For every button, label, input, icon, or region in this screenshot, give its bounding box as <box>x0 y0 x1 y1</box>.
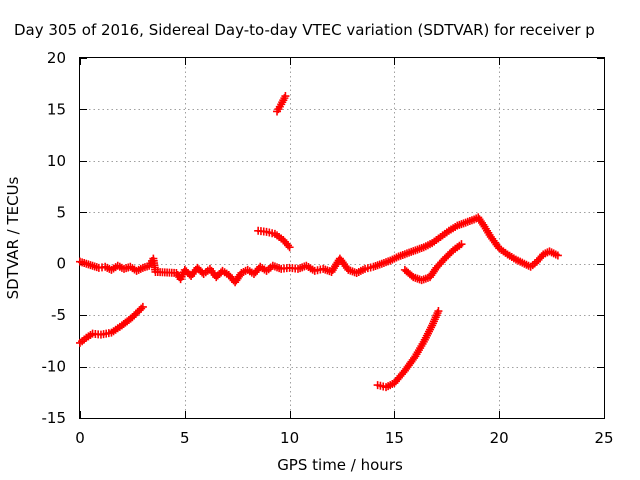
data-point-marker <box>434 307 443 316</box>
series-trace <box>373 307 443 392</box>
series-trace <box>400 240 466 285</box>
y-tick-label: -10 <box>42 358 67 376</box>
x-tick-label: 5 <box>180 429 190 447</box>
chart-title: Day 305 of 2016, Sidereal Day-to-day VTE… <box>14 21 595 39</box>
series-trace <box>76 302 147 347</box>
series-trace <box>273 92 290 116</box>
data-point-marker <box>553 251 562 260</box>
y-tick-label: 15 <box>47 100 66 118</box>
y-tick-label: -5 <box>51 306 66 324</box>
data-point-marker <box>281 92 290 101</box>
x-tick-label: 10 <box>280 429 299 447</box>
plot-frame <box>79 57 605 419</box>
y-tick-label: 20 <box>47 49 66 67</box>
data-point-marker <box>285 243 294 252</box>
y-tick-label: 10 <box>47 152 66 170</box>
x-axis-label: GPS time / hours <box>277 456 403 474</box>
tick-labels: 0 5 10 15 20 25 -15 -10 -5 0 5 10 15 20 <box>42 49 614 447</box>
axis-ticks <box>80 58 605 419</box>
x-tick-label: 25 <box>594 429 613 447</box>
series-trace <box>76 213 562 287</box>
data-point-marker <box>138 302 147 311</box>
y-tick-label: 5 <box>56 203 66 221</box>
x-tick-label: 0 <box>75 429 85 447</box>
x-tick-label: 15 <box>385 429 404 447</box>
data-points <box>76 92 562 392</box>
series-trace <box>254 226 294 252</box>
y-tick-label: 0 <box>56 255 66 273</box>
x-tick-label: 20 <box>490 429 509 447</box>
y-tick-label: -15 <box>42 409 67 427</box>
y-axis-label: SDTVAR / TECUs <box>4 176 22 299</box>
data-point-marker <box>137 304 146 313</box>
data-point-marker <box>457 240 466 249</box>
data-point-marker <box>284 241 293 250</box>
